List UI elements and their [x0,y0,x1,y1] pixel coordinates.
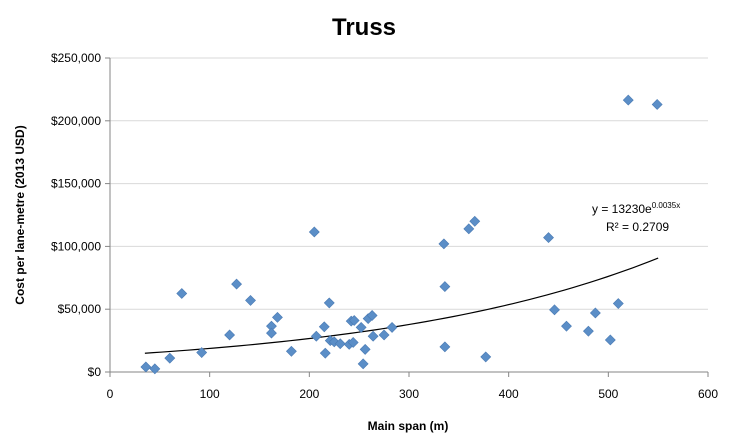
data-points [140,94,663,375]
y-tick-label: $0 [88,365,102,379]
data-point [231,278,243,290]
data-point [319,347,331,359]
data-point [334,338,346,350]
data-point [469,215,481,227]
x-axis-label: Main span (m) [368,419,449,433]
data-point [561,320,572,332]
data-point [140,361,152,373]
data-point [308,226,320,238]
data-point [359,343,371,355]
y-tick-label: $200,000 [51,114,101,128]
r-squared-text: R² = 0.2709 [606,220,669,234]
data-point [604,334,616,346]
data-point [357,358,369,370]
x-tick-label: 500 [598,387,618,401]
data-point [543,232,554,244]
data-point [367,330,379,342]
data-point [355,321,367,333]
data-point [310,330,322,342]
data-point [196,347,208,358]
x-tick-label: 600 [698,387,718,401]
x-tick-label: 400 [499,387,519,401]
equation-text: y = 13230e0.0035x [592,201,680,216]
data-point [176,288,188,299]
data-point [651,99,663,110]
data-point [378,329,390,341]
y-tick-labels: $0 $50,000 $100,000 $150,000 $200,000 $250,00… [51,51,101,379]
chart-title: Truss [332,14,396,41]
data-point [224,329,236,341]
data-point [164,352,176,364]
data-point [612,298,624,309]
y-tick-label: $150,000 [51,177,101,191]
x-tick-labels: 0 100 200 300 400 500 600 [107,387,719,401]
data-point [285,345,297,357]
axes [105,57,709,377]
equation-main: y = 13230e [592,202,652,216]
data-point [439,341,451,353]
data-point [347,337,359,348]
trendline-equation: y = 13230e0.0035x R² = 0.2709 [592,201,680,234]
data-point [272,311,283,323]
data-point [348,315,360,326]
data-point [622,94,634,106]
x-tick-label: 0 [107,387,114,401]
data-point [318,321,330,333]
data-point [386,321,398,333]
y-tick-label: $100,000 [51,239,101,253]
y-tick-label: $250,000 [51,51,101,65]
data-point [366,310,378,321]
data-point [438,238,450,250]
equation-exponent: 0.0035x [652,201,680,210]
data-point [589,307,601,319]
data-point [439,281,451,293]
x-tick-label: 300 [399,387,419,401]
data-point [323,297,335,309]
data-point [463,223,475,235]
x-tick-label: 100 [200,387,220,401]
data-point [480,351,492,363]
data-point [582,325,594,337]
y-tick-label: $50,000 [58,302,102,316]
gridlines [110,57,708,310]
data-point [149,363,161,375]
data-point [245,294,256,306]
x-tick-label: 200 [299,387,319,401]
data-point [266,327,277,339]
trendline-curve [144,257,659,354]
data-point [549,304,560,316]
trendline [144,257,659,354]
y-axis-label: Cost per lane-metre (2013 USD) [13,125,27,304]
